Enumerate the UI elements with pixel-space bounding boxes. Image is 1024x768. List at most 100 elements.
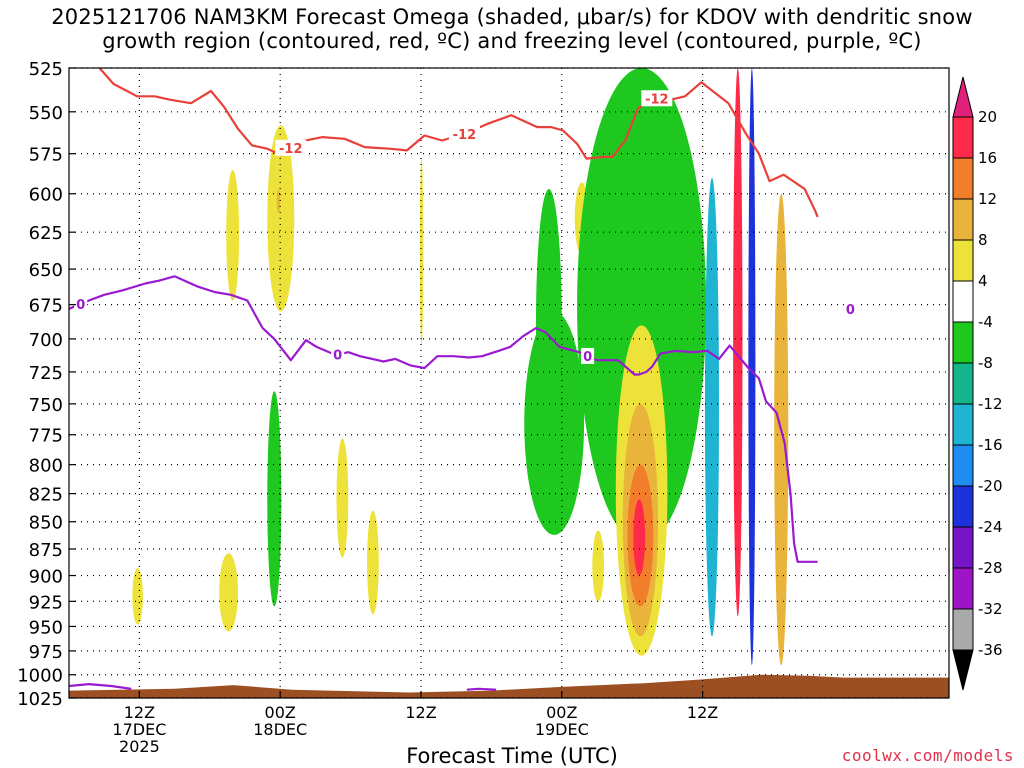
contour-label-0-1: -12 — [453, 128, 477, 143]
contour-label-0-0: -12 — [279, 142, 303, 157]
x-tick-label-12-2: 2025 — [119, 737, 160, 756]
colorbar-label-10: -24 — [978, 518, 1003, 536]
colorbar-bin-6 — [952, 362, 974, 405]
omega-area-2 — [276, 189, 281, 213]
x-tick-label-12-1: 17DEC — [112, 720, 166, 739]
x-tick-label-48-1: 19DEC — [535, 720, 589, 739]
chart-title-line-2: growth region (contoured, red, ºC) and f… — [102, 29, 922, 53]
colorbar-bin-3 — [952, 239, 974, 282]
omega-area-6 — [267, 391, 282, 607]
contour-label-bg-1-1 — [331, 346, 345, 363]
y-tick-label-650: 650 — [29, 260, 63, 281]
terrain-layer — [69, 674, 949, 698]
y-tick-label-800: 800 — [29, 456, 63, 477]
omega-area-20 — [748, 68, 756, 666]
contour-2 — [69, 683, 132, 690]
y-tick-label-850: 850 — [29, 513, 63, 534]
y-tick-label-675: 675 — [29, 296, 63, 317]
y-tick-label-1000: 1000 — [17, 666, 63, 687]
y-tick-label-925: 925 — [29, 592, 63, 613]
omega-area-19 — [733, 68, 743, 617]
y-tick-label-900: 900 — [29, 567, 63, 588]
omega-area-7 — [336, 438, 349, 558]
y-tick-label-625: 625 — [29, 223, 63, 244]
y-tick-label-875: 875 — [29, 540, 63, 561]
colorbar-bin-4 — [952, 280, 974, 323]
x-tick-label-12-0: 12Z — [124, 703, 155, 722]
contour-label-1-2: 0 — [583, 350, 592, 365]
contour-label-1-3: 0 — [846, 303, 855, 318]
plot-frame — [68, 67, 950, 699]
colorbar-bin-7 — [952, 403, 974, 446]
y-tick-label-825: 825 — [29, 485, 63, 506]
colorbar-label-11: -28 — [978, 559, 1003, 577]
omega-area-12 — [592, 530, 605, 602]
omega-area-10 — [524, 311, 585, 535]
colorbar-label-3: 8 — [978, 231, 988, 249]
y-tick-label-700: 700 — [29, 330, 63, 351]
colorbar-label-0: 20 — [978, 108, 997, 126]
contour-3 — [466, 687, 497, 691]
x-axis-title: Forecast Time (UTC) — [406, 744, 618, 768]
colorbar-label-12: -32 — [978, 600, 1003, 618]
omega-area-8 — [367, 510, 379, 615]
y-tick-label-750: 750 — [29, 395, 63, 416]
x-tick-label-48-0: 00Z — [546, 703, 577, 722]
colorbar-top-arrow — [952, 76, 974, 118]
contour-0 — [98, 68, 819, 218]
colorbar-bin-1 — [952, 157, 974, 200]
colorbar-label-8: -16 — [978, 436, 1003, 454]
colorbar-label-2: 12 — [978, 190, 997, 208]
y-tick-label-775: 775 — [29, 426, 63, 447]
x-tick-label-60-0: 12Z — [687, 703, 718, 722]
colorbar-label-6: -8 — [978, 354, 993, 372]
omega-area-4 — [132, 568, 143, 625]
omega-area-5 — [219, 553, 238, 632]
omega-area-3 — [419, 156, 424, 346]
y-tick-label-525: 525 — [29, 59, 63, 80]
x-tick-label-36-0: 12Z — [405, 703, 436, 722]
y-tick-label-550: 550 — [29, 103, 63, 124]
omega-area-13 — [577, 68, 707, 544]
colorbar-label-4: 4 — [978, 272, 988, 290]
contour-label-bg-0-0 — [275, 139, 307, 156]
contour-1 — [69, 275, 818, 563]
contour-label-0-2: -12 — [645, 92, 669, 107]
colorbar-label-7: -12 — [978, 395, 1003, 413]
colorbar-label-13: -36 — [978, 641, 1003, 659]
colorbar-bin-10 — [952, 526, 974, 569]
y-axis: 525 550 575 600 625 650 675 700 725 750 775 800 825 8… — [17, 59, 76, 710]
contour-label-bg-1-3 — [843, 300, 857, 317]
x-tick-label-24-1: 18DEC — [253, 720, 307, 739]
terrain-fill — [69, 674, 949, 698]
credit-link[interactable]: coolwx.com/models — [841, 746, 1014, 765]
colorbar-bin-12 — [952, 608, 974, 651]
grid-lines — [69, 67, 949, 699]
colorbar-label-1: 16 — [978, 149, 997, 167]
y-tick-label-1025: 1025 — [17, 689, 63, 710]
omega-shading — [132, 68, 789, 666]
contour-label-bg-0-1 — [448, 125, 480, 142]
colorbar-bin-8 — [952, 444, 974, 487]
colorbar-bin-2 — [952, 198, 974, 241]
colorbar-bin-5 — [952, 321, 974, 364]
colorbar: 20 16 12 8 4 -4 -8 -12 -16 -20 -24 -28 -32 -36 — [952, 76, 1003, 691]
omega-area-18 — [704, 177, 720, 637]
colorbar-label-9: -20 — [978, 477, 1003, 495]
x-tick-label-24-0: 00Z — [265, 703, 296, 722]
contour-label-1-1: 0 — [333, 348, 342, 363]
colorbar-bin-0 — [952, 116, 974, 159]
contour-lines: -12 -12 -12 0 0 0 0 — [69, 68, 857, 691]
y-tick-label-975: 975 — [29, 642, 63, 663]
contour-label-bg-0-2 — [641, 90, 673, 107]
colorbar-label-5: -4 — [978, 313, 993, 331]
contour-label-bg-1-0 — [74, 295, 88, 312]
colorbar-bin-9 — [952, 485, 974, 528]
omega-area-0 — [226, 169, 240, 301]
y-tick-label-575: 575 — [29, 145, 63, 166]
y-tick-label-600: 600 — [29, 185, 63, 206]
contour-label-1-0: 0 — [76, 298, 85, 313]
y-tick-label-950: 950 — [29, 617, 63, 638]
